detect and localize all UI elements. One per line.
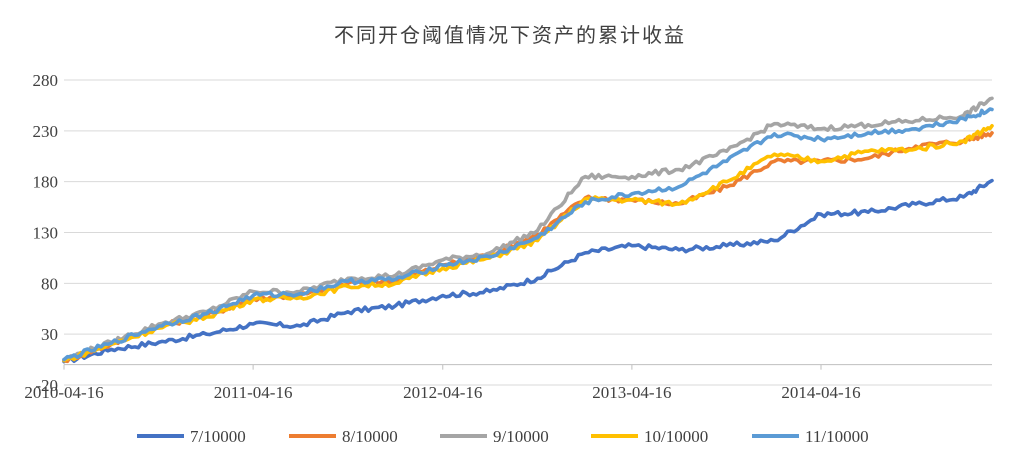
chart-title: 不同开仓阈值情况下资产的累计收益 bbox=[334, 23, 686, 47]
y-tick-label: 230 bbox=[33, 122, 59, 141]
x-tick-label: 2014-04-16 bbox=[781, 383, 860, 402]
series-lines bbox=[62, 96, 994, 364]
legend-label: 8/10000 bbox=[342, 427, 398, 446]
series-line bbox=[62, 107, 994, 362]
y-tick-label: -20 bbox=[35, 376, 58, 395]
x-axis: 2010-04-16 2011-04-16 2012-04-16 2013-04-16… bbox=[24, 364, 992, 402]
series-line bbox=[62, 131, 994, 364]
y-tick-label: 30 bbox=[41, 325, 58, 344]
y-tick-label: 130 bbox=[33, 224, 59, 243]
series-line bbox=[62, 124, 994, 363]
legend-label: 11/10000 bbox=[805, 427, 869, 446]
y-tick-label: 280 bbox=[33, 71, 59, 90]
y-tick-label: 80 bbox=[41, 274, 58, 293]
gridlines bbox=[64, 79, 992, 386]
legend-label: 10/10000 bbox=[644, 427, 708, 446]
legend-label: 9/10000 bbox=[493, 427, 549, 446]
series-line bbox=[62, 178, 994, 364]
x-tick-label: 2011-04-16 bbox=[214, 383, 293, 402]
x-tick-label: 2010-04-16 bbox=[24, 383, 103, 402]
x-tick-label: 2012-04-16 bbox=[403, 383, 482, 402]
x-tick-label: 2013-04-16 bbox=[592, 383, 671, 402]
y-tick-label: 180 bbox=[33, 173, 59, 192]
legend-label: 7/10000 bbox=[190, 427, 246, 446]
legend: 7/10000 8/10000 9/10000 10/10000 11/10000 bbox=[137, 427, 869, 446]
y-axis-ticks: -20 30 80 130 180 230 280 bbox=[33, 71, 59, 395]
